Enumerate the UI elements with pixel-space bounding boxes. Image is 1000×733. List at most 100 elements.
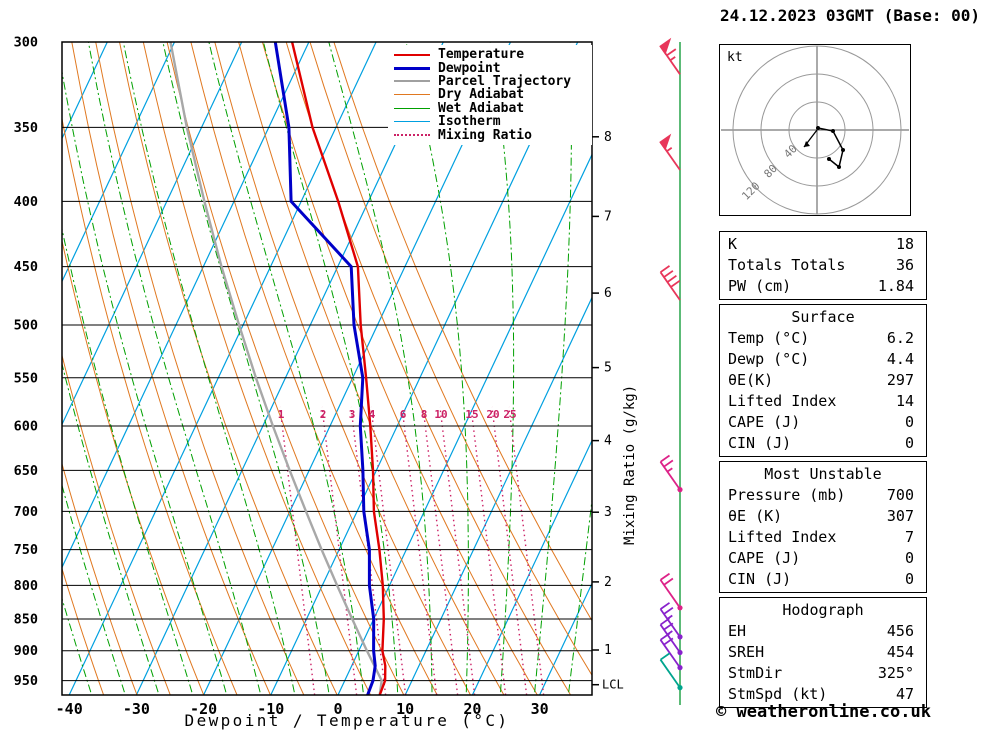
svg-text:0: 0 — [333, 700, 342, 718]
skewt-chart: 3003504004505005506006507007508008509009… — [13, 34, 683, 719]
svg-text:20: 20 — [486, 408, 499, 421]
legend-line-swatch — [394, 53, 430, 56]
wind-barb — [659, 617, 681, 654]
svg-text:-10: -10 — [257, 700, 284, 718]
copyright-footer: © weatheronline.co.uk — [716, 702, 931, 722]
legend-label: Dry Adiabat — [438, 87, 525, 103]
wind-barb — [659, 265, 681, 301]
table-row: CIN (J) 0 — [720, 569, 926, 590]
svg-text:500: 500 — [14, 318, 38, 334]
table-row-value: 7 — [904, 528, 914, 546]
legend-line-swatch — [394, 121, 430, 123]
legend-label: Parcel Trajectory — [438, 73, 572, 89]
table-row-label: Totals Totals — [728, 256, 846, 274]
wind-barb — [659, 652, 681, 689]
dewpoint-curve — [273, 42, 377, 695]
table-row: CIN (J) 0 — [720, 433, 926, 454]
hodograph-unit-label: kt — [727, 50, 743, 65]
svg-text:8: 8 — [421, 408, 428, 421]
table-row-label: SREH — [728, 643, 765, 661]
table-row-label: StmDir — [728, 664, 783, 682]
svg-text:450: 450 — [14, 259, 38, 275]
table-row-label: CAPE (J) — [728, 549, 801, 567]
table-row-value: 36 — [895, 256, 914, 274]
svg-text:10: 10 — [434, 408, 447, 421]
svg-text:850: 850 — [14, 612, 38, 628]
panel-section-title: Surface — [791, 308, 855, 326]
wind-barbs-group — [659, 37, 683, 705]
table-row-label: Lifted Index — [728, 528, 837, 546]
table-row-label: CIN (J) — [728, 434, 792, 452]
svg-text:-40: -40 — [56, 700, 83, 718]
table-row-value: 0 — [904, 413, 914, 431]
table-row-value: 700 — [886, 486, 914, 504]
table-row: Temp (°C) 6.2 — [720, 328, 926, 349]
legend-label: Dewpoint — [438, 60, 501, 76]
legend-item: Parcel Trajectory — [394, 75, 592, 88]
svg-text:400: 400 — [14, 194, 38, 210]
table-row-value: 14 — [895, 392, 914, 410]
svg-text:20: 20 — [463, 700, 481, 718]
svg-text:6: 6 — [400, 408, 407, 421]
svg-text:LCL: LCL — [602, 678, 624, 692]
table-row: CAPE (J) 0 — [720, 412, 926, 433]
mixing-ratio-axis-label: Mixing Ratio (g/kg) — [622, 384, 638, 545]
table-row-label: θE (K) — [728, 507, 783, 525]
svg-text:3: 3 — [604, 505, 612, 520]
table-row-label: Pressure (mb) — [728, 486, 846, 504]
table-row: StmSpd (kt) 47 — [720, 684, 926, 705]
table-row-label: EH — [728, 622, 747, 640]
axis-labels-group: 3003504004505005506006507007508008509009… — [14, 35, 624, 719]
svg-text:7: 7 — [604, 209, 612, 224]
svg-text:-30: -30 — [123, 700, 150, 718]
plot-border — [61, 41, 593, 696]
svg-text:15: 15 — [465, 408, 478, 421]
wind-barb — [659, 133, 681, 171]
svg-text:350: 350 — [14, 120, 38, 136]
svg-text:600: 600 — [14, 419, 38, 435]
svg-text:10: 10 — [396, 700, 414, 718]
table-row-label: StmSpd (kt) — [728, 685, 828, 703]
table-row: Pressure (mb) 700 — [720, 485, 926, 506]
table-row-label: CAPE (J) — [728, 413, 801, 431]
panel-section-hodograph: Hodograph EH 456 SREH 454 StmDir 325° StmSpd (k… — [719, 597, 927, 708]
table-row: Dewp (°C) 4.4 — [720, 349, 926, 370]
svg-text:3: 3 — [349, 408, 356, 421]
indices-panel: K 18 Totals Totals 36 PW (cm) 1.84 Surface Temp… — [719, 231, 927, 712]
panel-section-indices: K 18 Totals Totals 36 PW (cm) 1.84 — [719, 231, 927, 300]
legend-line-swatch — [394, 94, 430, 96]
legend-label: Temperature — [438, 47, 525, 63]
svg-text:300: 300 — [14, 35, 38, 51]
legend-line-swatch — [394, 134, 430, 137]
legend-item: Dewpoint — [394, 60, 592, 76]
parcel-trajectory-curve — [169, 42, 383, 695]
legend: Temperature Dewpoint Parcel Trajectory Dry … — [388, 45, 592, 145]
svg-text:950: 950 — [14, 673, 38, 689]
table-row-label: θE(K) — [728, 371, 774, 389]
wind-barb — [659, 454, 681, 491]
table-row: Lifted Index 14 — [720, 391, 926, 412]
svg-text:700: 700 — [14, 504, 38, 520]
svg-text:900: 900 — [14, 643, 38, 659]
temperature-curve — [290, 42, 387, 695]
table-row-label: Temp (°C) — [728, 329, 810, 347]
svg-text:750: 750 — [14, 542, 38, 558]
datetime-title: 24.12.2023 03GMT (Base: 00) — [719, 6, 981, 25]
table-row: PW (cm) 1.84 — [720, 276, 926, 297]
panel-section-title: Hodograph — [782, 601, 864, 619]
panel-section-title: Most Unstable — [764, 465, 882, 483]
panel-section-most-unstable: Most Unstable Pressure (mb) 700 θE (K) 307 Li… — [719, 461, 927, 593]
table-row-value: 0 — [904, 570, 914, 588]
table-row: Lifted Index 7 — [720, 527, 926, 548]
table-row-value: 18 — [895, 235, 914, 253]
table-row-label: Lifted Index — [728, 392, 837, 410]
svg-text:5: 5 — [604, 361, 612, 376]
legend-label: Wet Adiabat — [438, 100, 525, 116]
table-row: K 18 — [720, 234, 926, 255]
sounding-series-group — [169, 42, 387, 695]
svg-text:650: 650 — [14, 463, 38, 479]
svg-text:-20: -20 — [190, 700, 217, 718]
table-row-value: 456 — [886, 622, 914, 640]
table-row: Totals Totals 36 — [720, 255, 926, 276]
